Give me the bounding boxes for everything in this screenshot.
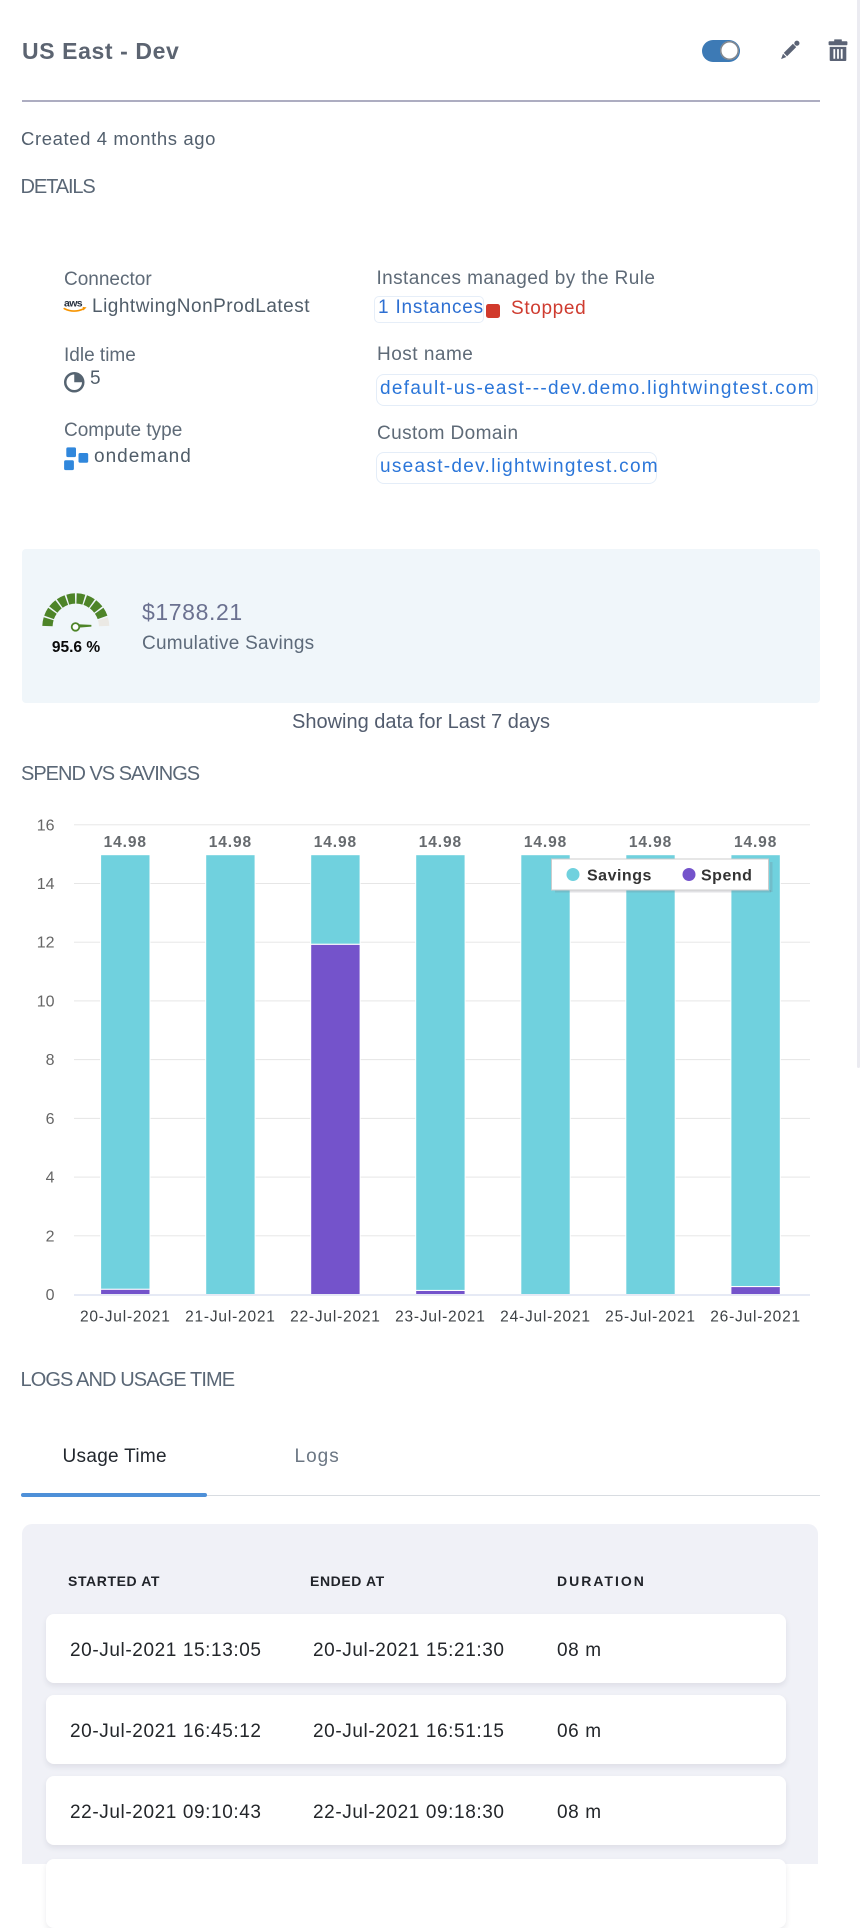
svg-text:26-Jul-2021: 26-Jul-2021 <box>710 1309 801 1326</box>
svg-text:21-Jul-2021: 21-Jul-2021 <box>185 1309 276 1326</box>
svg-text:12: 12 <box>37 935 55 952</box>
svg-text:24-Jul-2021: 24-Jul-2021 <box>500 1309 591 1326</box>
svg-text:Savings: Savings <box>587 868 652 885</box>
svg-text:14.98: 14.98 <box>734 834 777 851</box>
svg-text:14.98: 14.98 <box>104 834 147 851</box>
svg-text:6: 6 <box>46 1111 55 1128</box>
svg-text:20-Jul-2021: 20-Jul-2021 <box>80 1309 171 1326</box>
svg-text:14: 14 <box>37 876 55 893</box>
svg-text:2: 2 <box>46 1228 55 1245</box>
svg-text:25-Jul-2021: 25-Jul-2021 <box>605 1309 696 1326</box>
svg-text:14.98: 14.98 <box>419 834 462 851</box>
svg-text:22-Jul-2021: 22-Jul-2021 <box>290 1309 381 1326</box>
svg-text:14.98: 14.98 <box>209 834 252 851</box>
svg-text:aws: aws <box>64 298 83 310</box>
svg-text:23-Jul-2021: 23-Jul-2021 <box>395 1309 486 1326</box>
svg-text:Spend: Spend <box>701 868 752 885</box>
svg-text:8: 8 <box>46 1052 55 1069</box>
svg-text:4: 4 <box>46 1170 55 1187</box>
svg-text:14.98: 14.98 <box>524 834 567 851</box>
svg-text:0: 0 <box>46 1287 55 1304</box>
svg-text:14.98: 14.98 <box>314 834 357 851</box>
svg-text:16: 16 <box>37 817 55 834</box>
svg-text:14.98: 14.98 <box>629 834 672 851</box>
svg-text:10: 10 <box>37 993 55 1010</box>
